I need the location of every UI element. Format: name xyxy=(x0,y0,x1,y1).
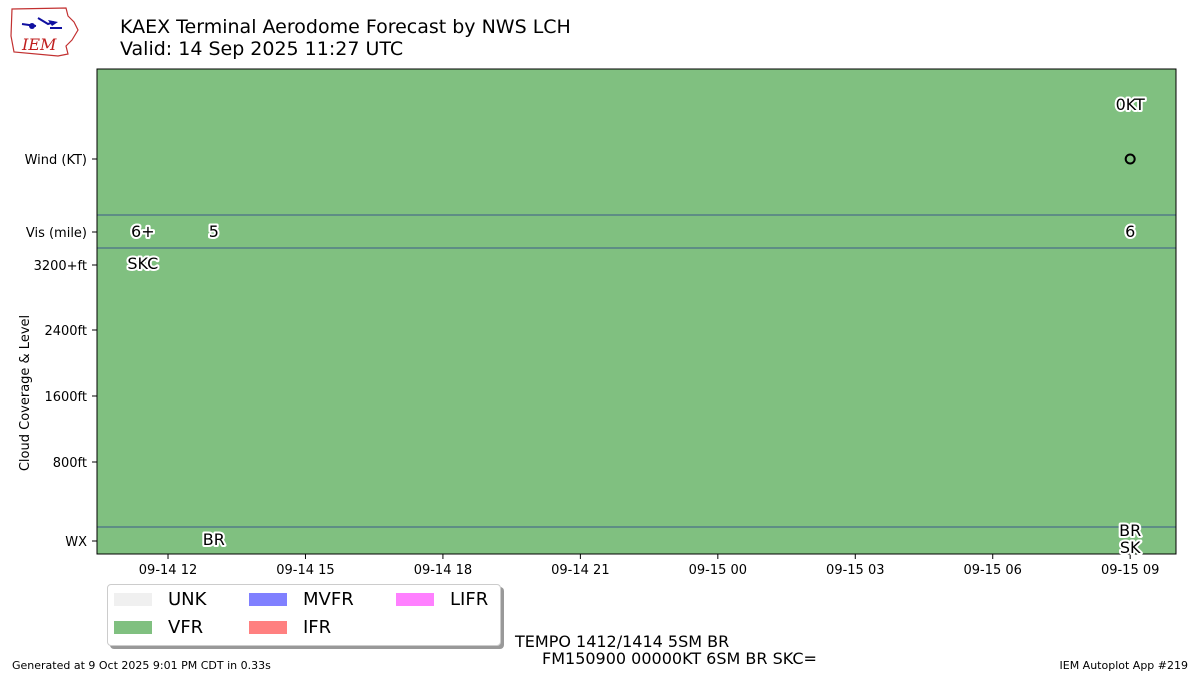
taf-line-2: FM150900 00000KT 6SM BR SKC= xyxy=(542,649,817,668)
y-tick-label: 2400ft xyxy=(44,324,87,339)
wx-label: BR xyxy=(1119,521,1141,540)
legend: UNK VFR MVFR IFR LIFR xyxy=(107,584,501,646)
plot-frame xyxy=(96,68,1177,555)
taf-line-1: TEMPO 1412/1414 5SM BR xyxy=(515,632,730,651)
vis-label: 6+ xyxy=(131,222,155,241)
legend-swatch-vfr xyxy=(114,621,152,634)
taf-text: TEMPO 1412/1414 5SM BR FM150900 00000KT 6… xyxy=(515,633,817,667)
x-tick-label: 09-15 00 xyxy=(689,563,747,578)
x-tick-label: 09-14 15 xyxy=(276,563,334,578)
y-tick-label: WX xyxy=(65,535,87,550)
legend-swatch-unk xyxy=(114,593,152,606)
x-tick-label: 09-14 21 xyxy=(551,563,609,578)
y-tick-label: Wind (KT) xyxy=(25,153,87,168)
vis-label: 5 xyxy=(209,222,219,241)
x-tick-label: 09-15 06 xyxy=(964,563,1022,578)
legend-swatch-mvfr xyxy=(249,593,287,606)
wind-label: 0KT xyxy=(1116,95,1145,114)
y-tick-label: 800ft xyxy=(53,456,87,471)
x-tick-label: 09-14 18 xyxy=(414,563,472,578)
chart-title-line2: Valid: 14 Sep 2025 11:27 UTC xyxy=(120,38,404,60)
wind-calm-marker xyxy=(1124,153,1136,165)
plot-background xyxy=(97,69,1176,554)
generated-note: Generated at 9 Oct 2025 9:01 PM CDT in 0… xyxy=(12,659,271,672)
iem-logo: IEM xyxy=(8,6,80,62)
y-axis-title: Cloud Coverage & Level xyxy=(18,315,33,471)
y-tick-label: 1600ft xyxy=(44,390,87,405)
vis-label: 6 xyxy=(1125,222,1135,241)
wx-label: SK xyxy=(1120,538,1141,557)
y-tick-label: 3200+ft xyxy=(34,259,87,274)
x-tick-label: 09-15 03 xyxy=(826,563,884,578)
x-tick-label: 09-15 09 xyxy=(1101,563,1159,578)
cloud-label: SKC xyxy=(127,254,158,273)
legend-swatch-lifr xyxy=(396,593,434,606)
chart-title: KAEX Terminal Aerodome Forecast by NWS L… xyxy=(120,16,571,60)
wx-label: BR xyxy=(203,530,225,549)
legend-swatch-ifr xyxy=(249,621,287,634)
y-tick-label: Vis (mile) xyxy=(26,226,87,241)
iem-logo-text: IEM xyxy=(21,35,57,54)
app-note: IEM Autoplot App #219 xyxy=(1059,659,1189,672)
x-tick-label: 09-14 12 xyxy=(139,563,197,578)
chart-title-line1: KAEX Terminal Aerodome Forecast by NWS L… xyxy=(120,16,571,38)
